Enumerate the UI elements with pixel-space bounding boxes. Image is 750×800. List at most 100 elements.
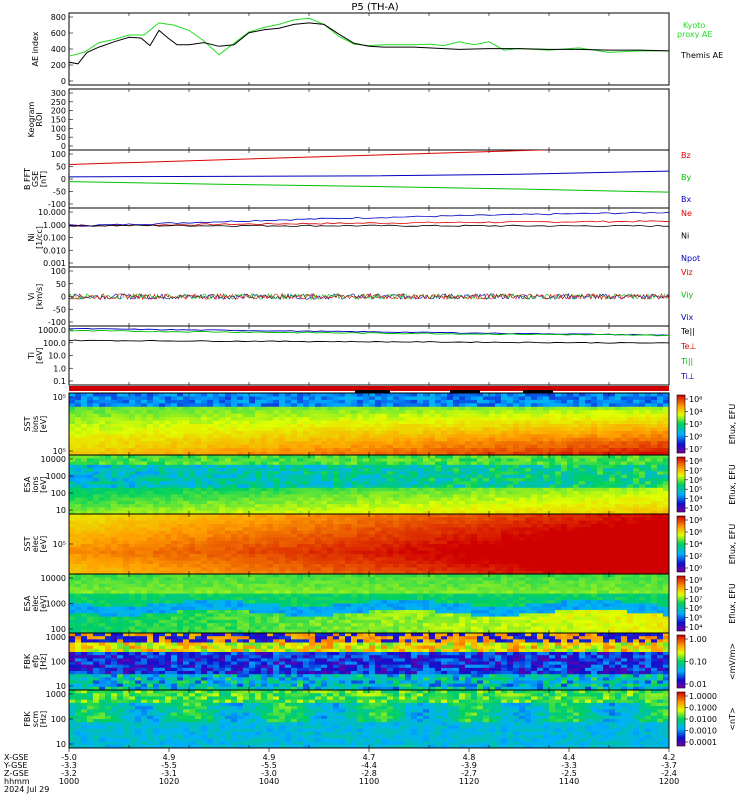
esa-ion-cell <box>93 487 100 492</box>
sst-ion-cell <box>597 393 604 397</box>
sst-ion-cell <box>375 430 382 435</box>
esa-ion-cell <box>321 500 328 505</box>
sst-ion-cell <box>513 403 520 408</box>
esa-ion-cell <box>219 481 226 485</box>
sst-ion-cell <box>303 393 310 397</box>
sst-elec-cell <box>105 547 112 552</box>
sst-elec-cell <box>99 514 106 518</box>
sst-ion-cell <box>159 427 166 432</box>
sst-ion-cell <box>105 427 112 432</box>
sst-ion-cell <box>357 413 364 418</box>
sst-ion-cell <box>555 430 562 435</box>
esa-ion-cell <box>369 461 376 466</box>
sst-elec-cell <box>201 530 208 535</box>
sst-elec-cell <box>333 564 340 568</box>
esa-ion-cell <box>645 474 652 479</box>
sst-ion-cell <box>357 434 364 439</box>
sst-elec-cell <box>93 514 100 518</box>
sst-ion-cell <box>345 451 352 456</box>
sst-elec-cell <box>99 537 106 542</box>
sst-elec-cell <box>219 567 226 572</box>
sst-elec-cell <box>195 537 202 542</box>
sst-ion-cell <box>591 413 598 418</box>
esa-ion-cell <box>399 484 406 489</box>
esa-ion-cell <box>99 487 106 492</box>
sst-ion-cell <box>339 420 346 425</box>
sst-ion-cell <box>375 406 382 411</box>
sst-elec-cell <box>321 550 328 555</box>
sst-ion-cell <box>309 437 316 442</box>
esa-ion-cell <box>87 497 94 502</box>
sst-ion-cell <box>609 396 616 401</box>
sst-elec-cell <box>93 547 100 552</box>
sst-ion-cell <box>459 393 466 397</box>
esa-ion-cell <box>183 474 190 479</box>
sst-ion-cell <box>489 437 496 442</box>
esa-ion-cell <box>501 487 508 492</box>
esa-ion-cell <box>483 455 490 459</box>
esa-ion-cell <box>375 471 382 476</box>
sst-ion-cell <box>243 396 250 401</box>
esa-ion-cell <box>441 461 448 466</box>
sst-elec-cell <box>171 567 178 572</box>
esa-ion-cell <box>411 510 418 515</box>
esa-ion-cell <box>267 464 274 469</box>
sst-elec-cell <box>369 554 376 558</box>
sst-ion-cell <box>591 420 598 425</box>
sst-elec-cell <box>111 540 118 545</box>
sst-ion-cell <box>441 430 448 435</box>
esa-ion-cell <box>417 491 424 495</box>
sst-ion-cell <box>405 441 412 446</box>
sst-ion-cell <box>501 406 508 411</box>
sst-elec-cell <box>291 557 298 562</box>
sst-ion-cell <box>447 444 454 449</box>
sst-ion-cell <box>591 399 598 404</box>
sst-ion-cell <box>291 399 298 404</box>
sst-elec-cell <box>93 550 100 555</box>
esa-ion-cell <box>345 468 352 472</box>
sst-elec-cell <box>225 534 232 538</box>
sst-elec-cell <box>75 540 82 545</box>
esa-ion-cell <box>549 468 556 472</box>
esa-ion-cell <box>489 474 496 479</box>
sst-elec-cell <box>123 550 130 555</box>
sst-elec-cell <box>381 530 388 535</box>
sst-ion-cell <box>627 448 634 452</box>
esa-ion-cell <box>165 491 172 495</box>
sst-elec-cell <box>387 514 394 518</box>
sst-ion-cell <box>381 396 388 401</box>
esa-ion-cell <box>531 471 538 476</box>
esa-ion-cell <box>207 455 214 459</box>
esa-ion-cell <box>645 507 652 512</box>
esa-ion-cell <box>483 461 490 466</box>
sst-ion-cell <box>543 441 550 446</box>
sst-elec-cell <box>351 540 358 545</box>
sst-ion-cell <box>429 427 436 432</box>
sst-ion-cell <box>597 420 604 425</box>
esa-ion-cell <box>369 500 376 505</box>
sst-elec-cell <box>261 527 268 532</box>
sst-elec-cell <box>303 550 310 555</box>
sst-ion-cell <box>237 444 244 449</box>
esa-ion-cell <box>477 504 484 508</box>
sst-ion-cell <box>177 420 184 425</box>
sst-ion-cell <box>477 396 484 401</box>
sst-elec-cell <box>135 540 142 545</box>
esa-ion-cell <box>273 484 280 489</box>
sst-ion-cell <box>429 396 436 401</box>
sst-elec-cell <box>225 544 232 548</box>
sst-elec-cell <box>243 557 250 562</box>
esa-ion-cell <box>543 464 550 469</box>
esa-ion-cell <box>69 461 76 466</box>
esa-ion-cell <box>99 464 106 469</box>
esa-ion-cell <box>375 468 382 472</box>
sst-elec-cell <box>285 560 292 565</box>
sst-ion-cell <box>483 427 490 432</box>
sst-ion-cell <box>639 413 646 418</box>
sst-ion-cell <box>207 441 214 446</box>
sst-elec-cell <box>315 564 322 568</box>
sst-elec-cell <box>363 567 370 572</box>
sst-ion-cell <box>357 437 364 442</box>
sst-elec-cell <box>141 540 148 545</box>
sst-elec-cell <box>195 514 202 518</box>
